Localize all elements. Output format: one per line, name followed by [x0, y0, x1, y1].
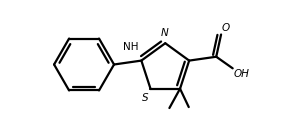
Text: NH: NH: [123, 42, 138, 51]
Text: O: O: [222, 23, 230, 33]
Text: N: N: [160, 28, 168, 38]
Text: OH: OH: [234, 69, 249, 79]
Text: S: S: [142, 93, 148, 103]
